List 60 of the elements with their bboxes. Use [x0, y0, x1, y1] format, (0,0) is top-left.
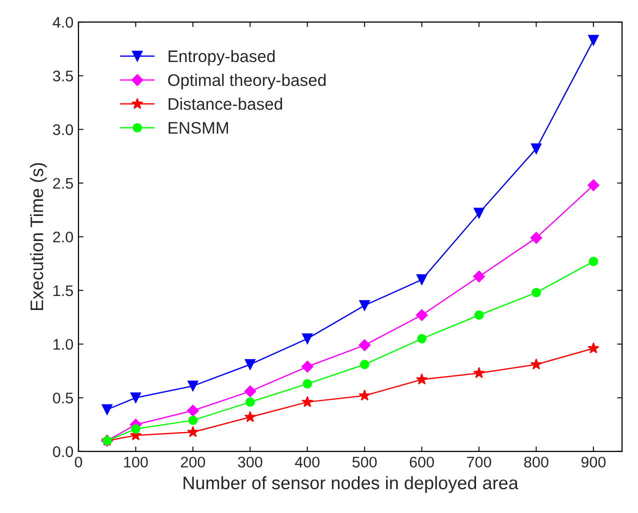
x-tick-label: 400	[294, 456, 320, 468]
point	[244, 359, 256, 370]
y-tick-label: 3.0	[52, 124, 74, 136]
point	[186, 404, 199, 417]
legend-label: Entropy-based	[168, 50, 275, 66]
point	[131, 424, 140, 434]
point	[417, 334, 426, 344]
x-tick-label: 300	[238, 456, 262, 468]
point	[416, 373, 428, 385]
y-tick-label: 0.5	[52, 392, 73, 404]
point	[187, 426, 199, 438]
point	[530, 143, 542, 154]
x-tick-label: 800	[524, 456, 548, 468]
legend-label: ENSMM	[168, 122, 228, 134]
point	[588, 342, 600, 354]
legend-label: Distance-based	[168, 98, 282, 110]
x-tick-label: 200	[180, 456, 206, 468]
point	[302, 379, 312, 388]
point	[244, 411, 256, 422]
legend-label: Optimal theory-based	[168, 74, 326, 90]
point	[302, 396, 314, 408]
y-tick-label: 2.5	[53, 178, 73, 189]
x-axis-title: Number of sensor nodes in deployed area	[184, 476, 518, 493]
point	[416, 274, 428, 286]
x-tick-label: 500	[352, 456, 377, 468]
x-tick-label: 600	[410, 456, 434, 468]
y-tick-label: 4.0	[52, 16, 74, 28]
x-tick-label: 900	[581, 456, 606, 468]
point	[358, 390, 370, 401]
point	[530, 232, 542, 244]
y-tick-label: 1.5	[54, 285, 73, 296]
point	[473, 367, 485, 378]
point	[360, 360, 370, 370]
y-tick-label: 0.0	[52, 446, 74, 458]
point	[588, 256, 598, 266]
point	[473, 270, 485, 282]
point	[532, 288, 541, 298]
point	[302, 333, 313, 344]
point	[102, 404, 112, 415]
point	[130, 392, 142, 404]
x-tick-label: 0	[74, 456, 82, 468]
point	[188, 380, 198, 392]
point	[474, 208, 484, 219]
point	[530, 358, 542, 370]
y-tick-label: 3.5	[52, 70, 73, 82]
x-tick-label: 100	[124, 456, 148, 468]
y-tick-label: 2.0	[53, 232, 74, 242]
point	[244, 385, 256, 398]
point	[188, 416, 198, 425]
x-tick-label: 700	[467, 456, 492, 468]
point	[588, 179, 600, 192]
y-axis-title: Execution Time (s)	[30, 163, 47, 310]
point	[245, 397, 255, 407]
y-tick-label: 1.0	[54, 338, 74, 350]
point	[359, 300, 370, 311]
point	[588, 34, 599, 46]
point	[301, 360, 314, 373]
point	[358, 339, 370, 352]
point	[474, 310, 484, 320]
point	[416, 309, 428, 322]
